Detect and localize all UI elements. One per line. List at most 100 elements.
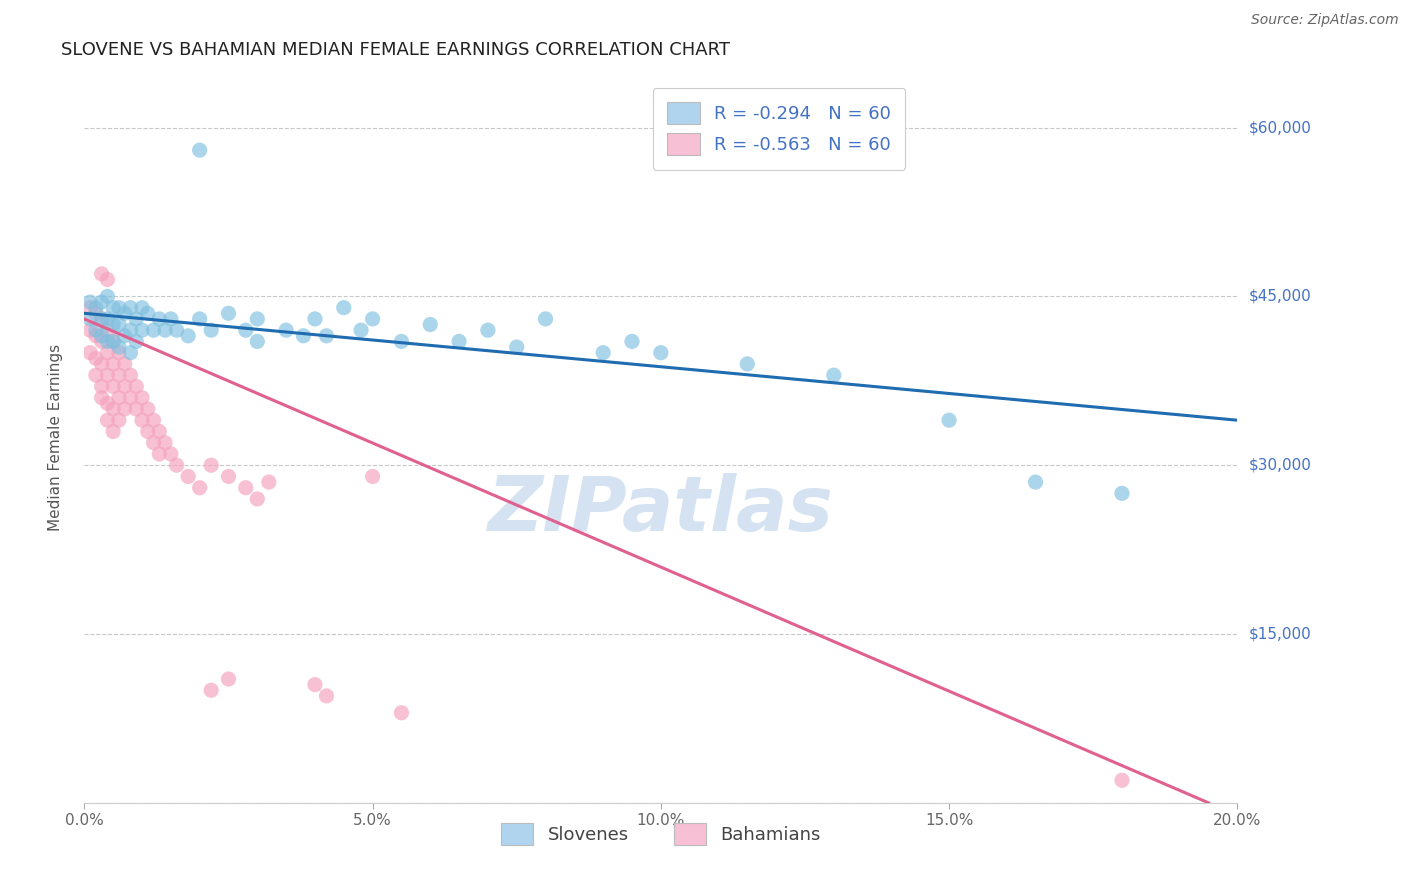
Point [160, 312, 183, 326]
Point [96, 289, 118, 303]
Point [103, 401, 124, 416]
Point [108, 301, 131, 315]
Point [96, 312, 118, 326]
Point [449, 334, 471, 349]
Point [84, 301, 107, 315]
Point [391, 334, 413, 349]
Point [650, 345, 672, 359]
Point [103, 318, 124, 332]
Text: $60,000: $60,000 [1249, 120, 1312, 135]
Point [108, 413, 131, 427]
Text: SLOVENE VS BAHAMIAN MEDIAN FEMALE EARNINGS CORRELATION CHART: SLOVENE VS BAHAMIAN MEDIAN FEMALE EARNIN… [62, 41, 730, 59]
Text: ZIPatlas: ZIPatlas [488, 474, 834, 547]
Point [96, 368, 118, 383]
Point [200, 323, 222, 337]
Point [1111, 486, 1133, 500]
Point [96, 323, 118, 337]
Point [103, 379, 124, 393]
Point [315, 689, 337, 703]
Point [125, 312, 148, 326]
Point [120, 345, 142, 359]
Point [737, 357, 759, 371]
Point [90, 295, 112, 310]
Point [114, 401, 136, 416]
Point [120, 391, 142, 405]
Point [131, 323, 153, 337]
Point [350, 323, 373, 337]
Point [419, 318, 441, 332]
Point [333, 301, 356, 315]
Point [120, 323, 142, 337]
Point [235, 481, 257, 495]
Point [90, 312, 112, 326]
Point [84, 351, 107, 366]
Point [108, 345, 131, 359]
Point [96, 345, 118, 359]
Point [292, 328, 315, 343]
Point [96, 334, 118, 349]
Point [823, 368, 845, 383]
Point [125, 401, 148, 416]
Point [160, 447, 183, 461]
Point [276, 323, 298, 337]
Point [90, 334, 112, 349]
Point [1111, 773, 1133, 788]
Point [391, 706, 413, 720]
Point [114, 306, 136, 320]
Point [84, 328, 107, 343]
Point [246, 334, 269, 349]
Point [304, 312, 326, 326]
Point [90, 357, 112, 371]
Point [153, 435, 176, 450]
Point [125, 334, 148, 349]
Point [90, 391, 112, 405]
Point [148, 425, 170, 439]
Point [166, 323, 188, 337]
Point [108, 318, 131, 332]
Legend: Slovenes, Bahamians: Slovenes, Bahamians [486, 809, 835, 860]
Point [177, 328, 200, 343]
Point [938, 413, 960, 427]
Point [96, 272, 118, 286]
Point [84, 323, 107, 337]
Point [131, 301, 153, 315]
Point [136, 306, 159, 320]
Point [166, 458, 188, 473]
Point [200, 683, 222, 698]
Point [246, 312, 269, 326]
Point [188, 312, 211, 326]
Point [79, 345, 101, 359]
Point [79, 295, 101, 310]
Point [153, 323, 176, 337]
Point [103, 334, 124, 349]
Point [148, 447, 170, 461]
Text: $45,000: $45,000 [1249, 289, 1312, 304]
Point [131, 391, 153, 405]
Text: $15,000: $15,000 [1249, 626, 1312, 641]
Point [96, 396, 118, 410]
Point [136, 401, 159, 416]
Point [108, 340, 131, 354]
Point [235, 323, 257, 337]
Point [534, 312, 557, 326]
Point [90, 312, 112, 326]
Point [103, 301, 124, 315]
Point [96, 413, 118, 427]
Point [177, 469, 200, 483]
Point [114, 379, 136, 393]
Point [315, 328, 337, 343]
Point [84, 368, 107, 383]
Point [131, 413, 153, 427]
Point [120, 301, 142, 315]
Text: Source: ZipAtlas.com: Source: ZipAtlas.com [1251, 13, 1399, 28]
Point [84, 306, 107, 320]
Point [477, 323, 499, 337]
Point [1025, 475, 1047, 489]
Point [120, 368, 142, 383]
Point [621, 334, 644, 349]
Point [246, 491, 269, 506]
Point [218, 672, 240, 686]
Point [200, 458, 222, 473]
Point [103, 334, 124, 349]
Point [592, 345, 614, 359]
